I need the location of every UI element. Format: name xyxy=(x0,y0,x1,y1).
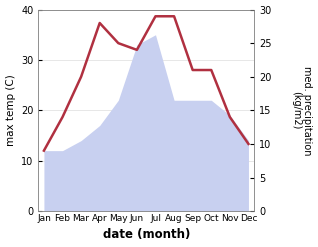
X-axis label: date (month): date (month) xyxy=(102,228,190,242)
Y-axis label: max temp (C): max temp (C) xyxy=(5,74,16,146)
Y-axis label: med. precipitation
(kg/m2): med. precipitation (kg/m2) xyxy=(291,66,313,155)
